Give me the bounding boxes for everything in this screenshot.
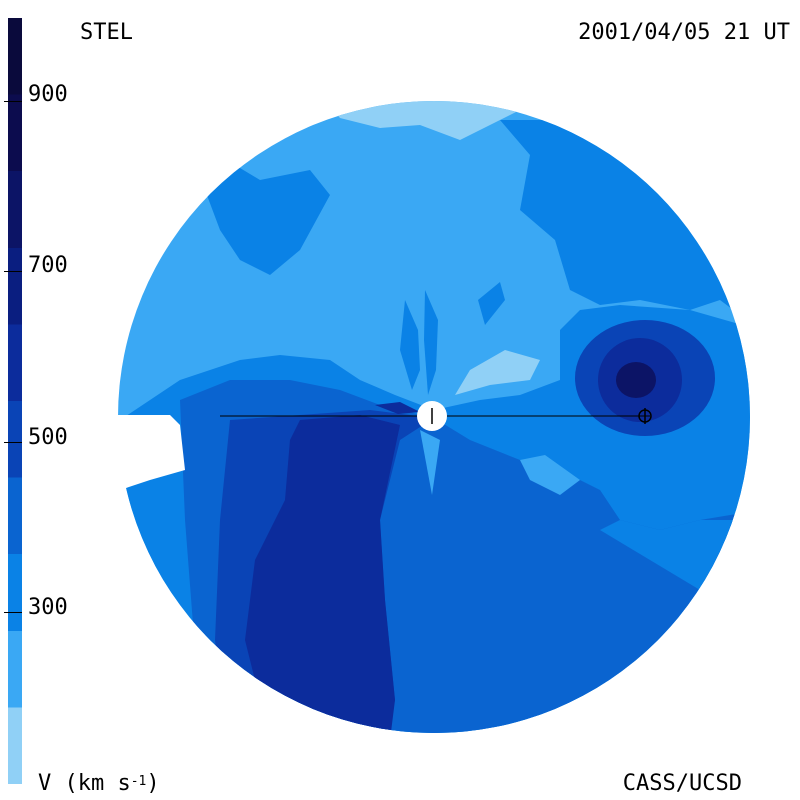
colorbar bbox=[8, 18, 22, 784]
streamer-medium-right-lower bbox=[530, 436, 590, 450]
streamer-medium-3 bbox=[478, 282, 505, 325]
streamer-light-right bbox=[455, 350, 540, 395]
streamer-medium-1 bbox=[400, 300, 420, 390]
colorbar-tick-mark bbox=[4, 442, 22, 443]
streamer-light-lower bbox=[420, 430, 440, 495]
units-exponent: -1 bbox=[130, 774, 147, 789]
timestamp-label: 2001/04/05 21 UT bbox=[578, 20, 790, 45]
units-label: V (km s-1) bbox=[38, 773, 160, 795]
streamer-medium-2 bbox=[424, 290, 438, 395]
earth-icon bbox=[638, 408, 652, 424]
colorbar-tick-label: 900 bbox=[28, 82, 68, 107]
colorbar-tick-mark bbox=[4, 271, 22, 272]
colorbar-tick-label: 700 bbox=[28, 253, 68, 278]
data-gap bbox=[110, 415, 185, 495]
colorbar-tick-label: 500 bbox=[28, 425, 68, 450]
instrument-label: STEL bbox=[80, 20, 133, 45]
colorbar-tick-mark bbox=[4, 101, 22, 102]
region-left-medium bbox=[205, 165, 330, 275]
region-darker bbox=[245, 415, 400, 733]
units-suffix: ) bbox=[146, 771, 160, 796]
credit-label: CASS/UCSD bbox=[622, 771, 742, 796]
units-prefix: V (km s bbox=[38, 771, 131, 796]
colorbar-tick-label: 300 bbox=[28, 595, 68, 620]
streamer-light-right-lower bbox=[520, 455, 580, 495]
streamer-dark-left bbox=[375, 402, 420, 414]
region-right-darkest bbox=[616, 362, 656, 398]
sun-icon bbox=[417, 401, 447, 431]
colorbar-tick-mark bbox=[4, 612, 22, 613]
